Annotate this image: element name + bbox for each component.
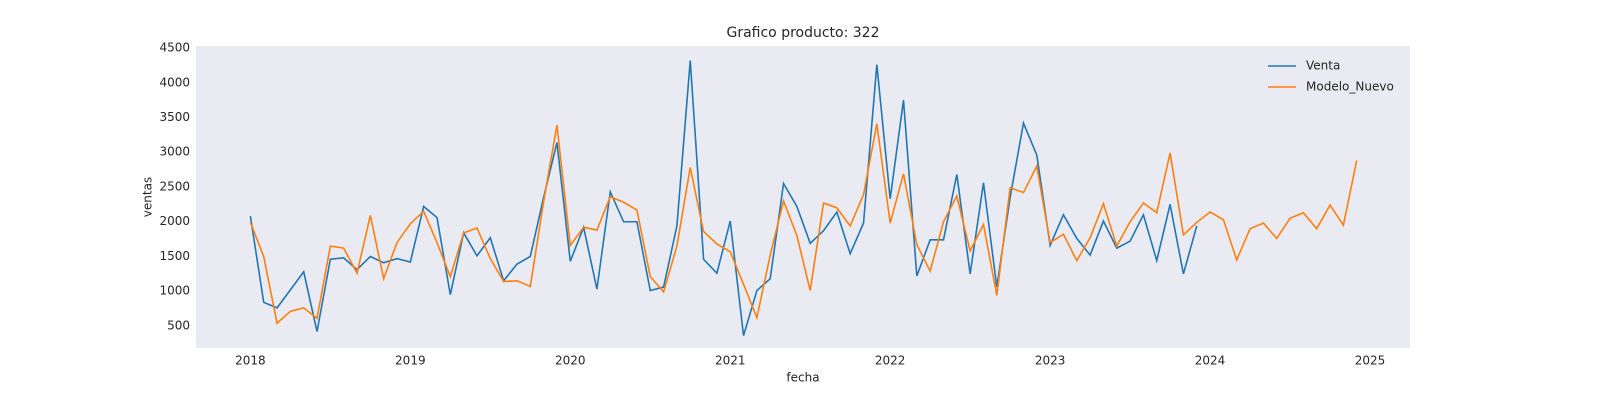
y-tick-label: 1000 [159, 284, 190, 298]
chart-title: Grafico producto: 322 [726, 25, 879, 41]
plot-background [196, 46, 1410, 348]
y-tick-label: 4000 [159, 75, 190, 89]
x-tick-label: 2020 [555, 354, 586, 368]
x-tick-label: 2019 [395, 354, 426, 368]
y-tick-label: 2500 [159, 179, 190, 193]
series-line [249, 123, 1358, 325]
x-tick-label: 2022 [875, 354, 906, 368]
y-axis-label: ventas [141, 177, 155, 217]
x-axis-label: fecha [786, 371, 819, 385]
y-tick-label: 1500 [159, 249, 190, 263]
y-tick-label: 3000 [159, 145, 190, 159]
y-tick-label: 500 [167, 318, 190, 332]
x-tick-label: 2025 [1355, 354, 1386, 368]
y-tick-label: 4500 [159, 41, 190, 55]
y-tick-label: 2000 [159, 214, 190, 228]
x-tick-label: 2023 [1035, 354, 1066, 368]
y-tick-label: 3500 [159, 110, 190, 124]
x-tick-label: 2021 [715, 354, 746, 368]
x-tick-label: 2018 [235, 354, 266, 368]
legend-label: Modelo_Nuevo [1306, 80, 1394, 94]
x-tick-label: 2024 [1195, 354, 1226, 368]
legend-label: Venta [1306, 59, 1340, 73]
